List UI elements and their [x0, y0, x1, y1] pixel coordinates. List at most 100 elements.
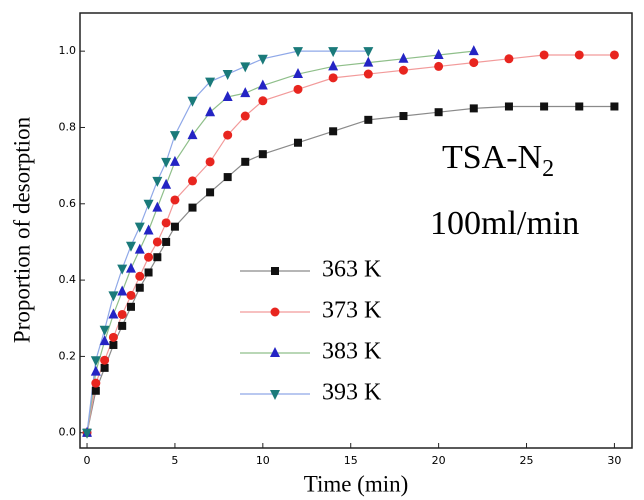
data-point: [205, 106, 216, 117]
plot-frame: [79, 12, 633, 449]
data-point: [90, 365, 101, 376]
legend-label: 363 K: [322, 257, 382, 283]
data-point: [504, 102, 513, 111]
data-point: [153, 253, 162, 262]
x-tick-label: 5: [171, 454, 178, 467]
data-point: [240, 87, 251, 98]
x-tick-label: 10: [256, 454, 270, 467]
data-point: [223, 173, 232, 182]
data-point: [170, 222, 179, 231]
data-point: [109, 340, 118, 349]
data-point: [187, 129, 198, 140]
data-point: [152, 176, 163, 187]
data-point: [468, 45, 479, 56]
y-tick-label: 0.2: [59, 349, 77, 362]
data-point: [117, 264, 128, 275]
y-tick-label: 0.0: [59, 426, 77, 439]
data-point: [223, 130, 233, 140]
data-point: [469, 58, 479, 68]
legend-marker: [270, 347, 280, 357]
x-axis-label: Time (min): [304, 471, 409, 496]
data-point: [161, 218, 171, 228]
data-point: [328, 73, 338, 83]
data-point: [108, 332, 118, 342]
data-point: [117, 285, 128, 296]
data-point: [398, 52, 409, 63]
data-point: [258, 96, 268, 106]
annotation: 100ml/min: [430, 205, 579, 242]
data-point: [162, 237, 171, 246]
data-point: [135, 283, 144, 292]
data-point: [363, 69, 373, 79]
data-point: [125, 241, 136, 252]
data-point: [434, 61, 444, 71]
data-point: [398, 65, 408, 75]
data-point: [433, 48, 444, 59]
data-point: [222, 70, 233, 81]
data-point: [126, 302, 135, 311]
x-tick-label: 30: [607, 454, 621, 467]
data-point: [434, 108, 443, 117]
data-point: [134, 222, 145, 233]
data-point: [328, 60, 339, 71]
data-point: [100, 363, 109, 372]
data-point: [257, 54, 268, 65]
legend-marker: [270, 307, 280, 317]
data-point: [134, 243, 145, 254]
y-axis-label: Proportion of desorption: [9, 116, 34, 343]
data-point: [293, 84, 303, 94]
y-tick-label: 0.6: [59, 197, 77, 210]
legend-marker: [270, 390, 280, 400]
data-point: [161, 157, 172, 168]
data-point: [206, 188, 215, 197]
y-tick-label: 0.8: [59, 120, 77, 133]
data-point: [504, 54, 514, 64]
data-point: [91, 378, 101, 388]
annotation: TSA-N2: [442, 139, 554, 182]
x-tick-label: 0: [84, 454, 91, 467]
data-point: [125, 262, 136, 273]
data-point: [205, 157, 215, 167]
data-point: [169, 155, 180, 166]
data-point: [161, 178, 172, 189]
data-point: [574, 50, 584, 60]
legend-label: 393 K: [322, 380, 382, 406]
data-point: [292, 47, 303, 58]
data-point: [108, 291, 119, 302]
legend-marker: [271, 267, 279, 275]
series-line: [86, 50, 474, 433]
data-point: [188, 203, 197, 212]
legend-label: 373 K: [322, 298, 382, 324]
data-point: [187, 96, 198, 107]
data-point: [118, 321, 127, 330]
data-point: [100, 355, 110, 365]
data-point: [117, 309, 127, 319]
data-point: [363, 56, 374, 67]
data-point: [293, 138, 302, 147]
data-point: [258, 150, 267, 159]
x-tick-label: 20: [432, 454, 446, 467]
data-point: [364, 115, 373, 124]
y-tick-label: 0.4: [59, 273, 77, 286]
data-point: [90, 356, 101, 367]
data-point: [135, 271, 145, 281]
data-point: [222, 90, 233, 101]
data-point: [143, 199, 154, 210]
y-tick-label: 1.0: [59, 44, 77, 57]
legend-label: 383 K: [322, 339, 382, 365]
data-point: [126, 290, 136, 300]
data-point: [575, 102, 584, 111]
data-point: [144, 252, 154, 262]
data-point: [91, 386, 100, 395]
data-point: [99, 335, 110, 346]
data-point: [469, 104, 478, 113]
annotation-text: TSA-N: [442, 139, 542, 176]
x-tick-label: 25: [520, 454, 534, 467]
data-point: [328, 47, 339, 58]
data-point: [99, 325, 110, 336]
data-point: [143, 224, 154, 235]
data-point: [144, 268, 153, 277]
data-point: [205, 77, 216, 88]
data-point: [108, 308, 119, 319]
